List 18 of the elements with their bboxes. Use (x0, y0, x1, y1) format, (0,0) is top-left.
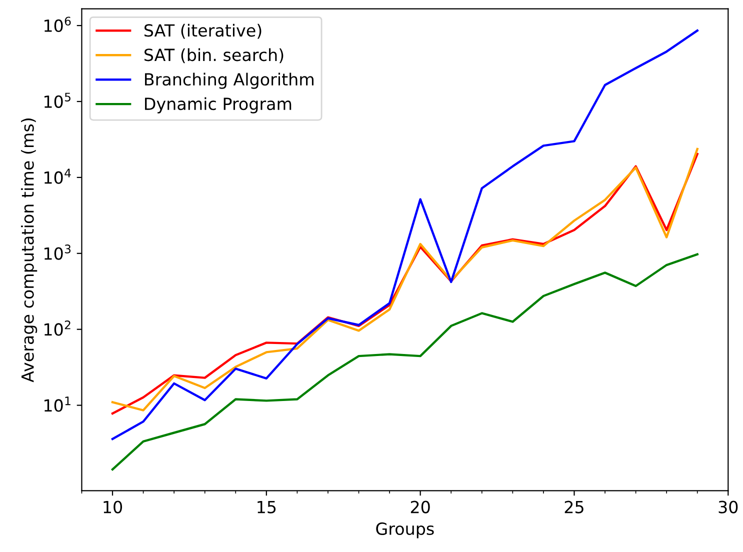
legend-label: Branching Algorithm (145, 72, 314, 89)
x-tick-label: 25 (564, 500, 584, 514)
y-tick-label: 10$^{6}$ (44, 16, 71, 32)
y-tick-label: 10$^{5}$ (44, 92, 70, 108)
y-axis-title: Average computation time (ms) (20, 118, 38, 382)
x-tick-label: 20 (410, 500, 430, 514)
legend-label: SAT (iterative) (144, 24, 262, 39)
y-tick-label: 10$^{3}$ (44, 244, 71, 260)
line-series (111, 253, 698, 471)
x-tick-label: 10 (104, 500, 122, 514)
x-axis-title: Groups (376, 522, 434, 538)
y-tick-label: 10$^{1}$ (44, 396, 70, 412)
y-tick-label: 10$^{4}$ (44, 168, 71, 184)
y-tick-label: 10$^{2}$ (44, 320, 70, 336)
legend-label: Dynamic Program (145, 97, 292, 114)
x-tick-label: 15 (258, 500, 276, 514)
x-tick-label: 30 (718, 500, 738, 514)
legend-label: SAT (bin. search) (144, 48, 284, 64)
